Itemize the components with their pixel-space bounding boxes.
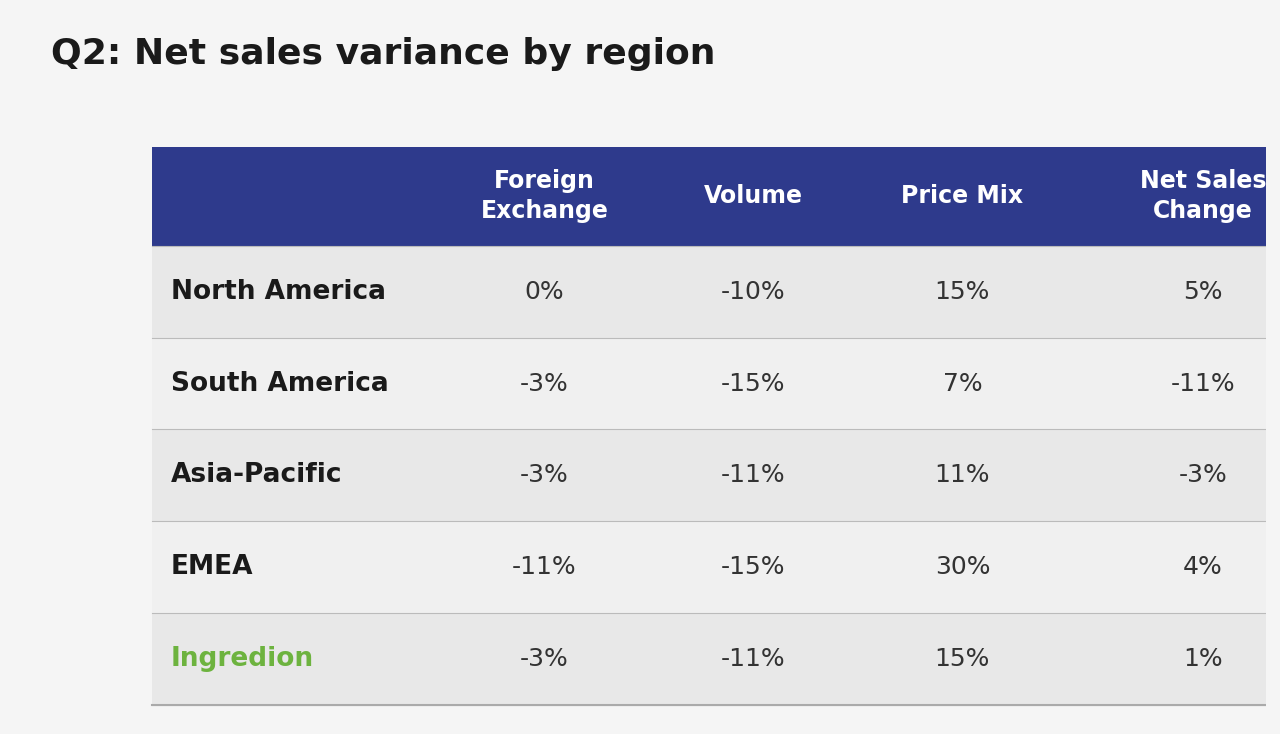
Text: -15%: -15% [721,555,786,579]
Text: 15%: 15% [934,280,991,304]
FancyBboxPatch shape [152,246,1280,338]
Text: EMEA: EMEA [172,554,253,580]
Text: Asia-Pacific: Asia-Pacific [172,462,343,488]
Text: -11%: -11% [512,555,577,579]
Text: 5%: 5% [1183,280,1222,304]
Text: Foreign
Exchange: Foreign Exchange [480,170,608,223]
FancyBboxPatch shape [152,147,1280,246]
Text: North America: North America [172,279,387,305]
Text: Price Mix: Price Mix [901,184,1024,208]
FancyBboxPatch shape [152,429,1280,521]
Text: South America: South America [172,371,389,396]
Text: 1%: 1% [1183,647,1222,671]
Text: Ingredion: Ingredion [172,646,314,672]
Text: -15%: -15% [721,371,786,396]
FancyBboxPatch shape [152,521,1280,613]
FancyBboxPatch shape [152,613,1280,705]
Text: -10%: -10% [721,280,786,304]
Text: -3%: -3% [520,371,568,396]
Text: -3%: -3% [1179,463,1228,487]
FancyBboxPatch shape [152,338,1280,429]
Text: -3%: -3% [520,647,568,671]
Text: -3%: -3% [520,463,568,487]
Text: 15%: 15% [934,647,991,671]
Text: 4%: 4% [1183,555,1222,579]
Text: 30%: 30% [934,555,991,579]
Text: -11%: -11% [721,647,786,671]
Text: 7%: 7% [942,371,982,396]
Text: -11%: -11% [1171,371,1235,396]
Text: 11%: 11% [934,463,991,487]
Text: 0%: 0% [525,280,564,304]
Text: Net Sales
Change: Net Sales Change [1139,170,1266,223]
Text: -11%: -11% [721,463,786,487]
Text: Volume: Volume [704,184,803,208]
Text: Q2: Net sales variance by region: Q2: Net sales variance by region [51,37,716,70]
